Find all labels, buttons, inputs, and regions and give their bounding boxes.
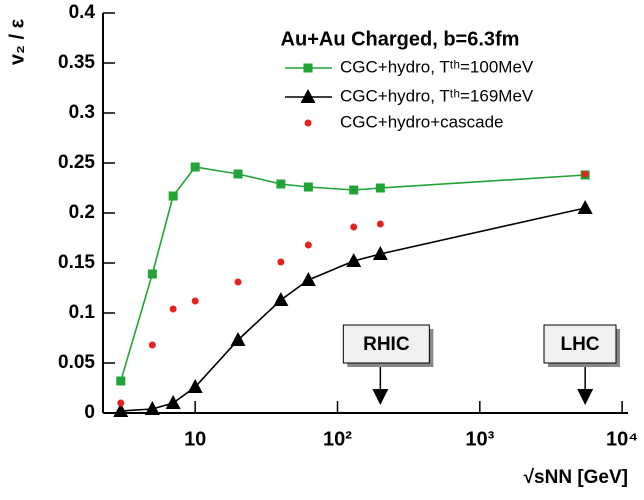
marker <box>187 379 203 393</box>
x-axis-label: √sNN [GeV] <box>524 467 628 488</box>
marker <box>376 220 384 228</box>
annotation-arrowhead <box>577 389 594 405</box>
annotation-arrowhead <box>372 389 389 405</box>
marker <box>581 170 589 178</box>
marker <box>375 183 385 193</box>
y-tick-label: 0.3 <box>69 102 95 123</box>
y-tick-label: 0.05 <box>58 352 95 373</box>
marker <box>113 403 129 417</box>
y-tick-label: 0.2 <box>69 202 95 223</box>
x-tick-label: 10⁴ <box>606 428 638 450</box>
marker <box>346 253 362 267</box>
marker <box>190 162 200 172</box>
marker <box>276 179 286 189</box>
marker <box>116 376 126 386</box>
marker <box>144 401 160 415</box>
marker <box>117 399 125 407</box>
marker <box>350 223 358 231</box>
marker <box>304 241 312 249</box>
legend-marker <box>303 63 313 73</box>
y-tick-label: 0.4 <box>69 2 96 23</box>
marker <box>303 182 313 192</box>
y-tick-label: 0.25 <box>58 152 95 173</box>
y-tick-label: 0.1 <box>69 302 96 323</box>
series-line <box>120 207 586 412</box>
marker <box>273 292 289 306</box>
marker <box>165 395 181 409</box>
annotation-box <box>543 324 617 364</box>
x-tick-label: 10³ <box>465 428 494 450</box>
chart-title: Au+Au Charged, b=6.3fm <box>281 28 520 50</box>
marker <box>168 191 178 201</box>
y-tick-label: 0.35 <box>58 52 95 73</box>
marker <box>372 246 388 260</box>
y-tick-label: 0.15 <box>58 252 95 273</box>
annotation-box <box>342 324 430 364</box>
legend-label: CGC+hydro, Tᵗʰ=169MeV <box>340 86 534 105</box>
marker <box>577 200 593 214</box>
series-line <box>120 166 586 382</box>
x-tick-label: 10 <box>184 428 206 450</box>
marker <box>191 297 199 305</box>
marker <box>349 185 359 195</box>
marker <box>147 269 157 279</box>
y-axis-label: v₂ / ε <box>6 18 28 65</box>
marker <box>277 258 285 266</box>
legend-marker <box>300 89 316 103</box>
legend-marker <box>304 119 312 127</box>
x-tick-label: 10² <box>323 428 352 450</box>
y-tick-label: 0 <box>84 402 95 423</box>
marker <box>300 272 316 286</box>
marker <box>148 341 156 349</box>
marker <box>233 169 243 179</box>
annotation-label: LHC <box>560 334 599 355</box>
marker <box>230 332 246 346</box>
legend-label: CGC+hydro+cascade <box>340 112 503 131</box>
legend-label: CGC+hydro, Tᵗʰ=100MeV <box>340 57 534 76</box>
marker <box>169 305 177 313</box>
annotation-label: RHIC <box>363 334 410 355</box>
marker <box>234 278 242 286</box>
